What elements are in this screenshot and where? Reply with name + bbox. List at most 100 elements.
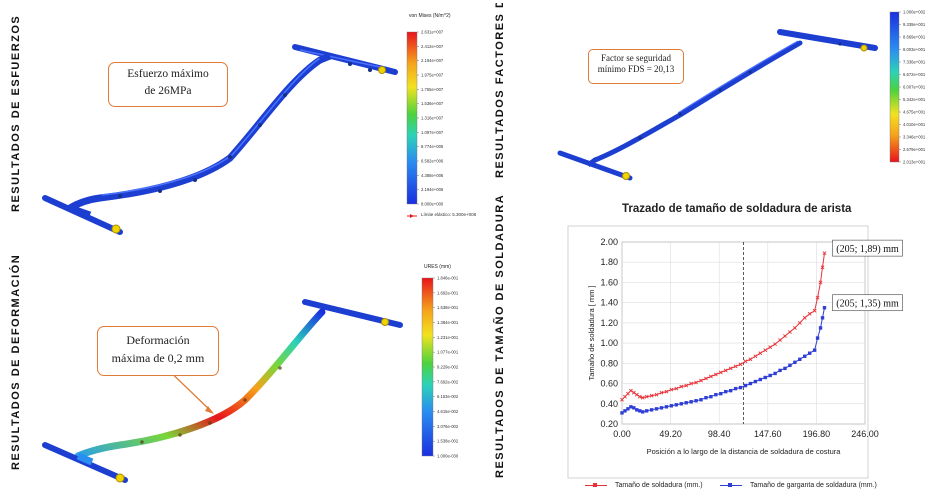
stress-yield-label: Límite elástico: 5.300e+008 — [421, 212, 477, 217]
annotation-top-box — [832, 239, 903, 257]
deform-callout-line1: Deformación — [126, 333, 190, 347]
series-1-point — [674, 403, 679, 407]
legend-red-label: Tamaño de soldadura (mm.) — [615, 482, 703, 489]
annotation-bottom-box — [832, 294, 903, 312]
series-1-point — [649, 408, 654, 412]
legend-throat-size: Tamaño de garganta de soldadura (mm.) — [720, 482, 877, 489]
deform-callout-line2: máxima de 0,2 mm — [111, 351, 205, 365]
series-1-point — [629, 405, 633, 409]
y-tick-label: 1.20 — [600, 318, 618, 328]
series-1-point — [748, 381, 753, 386]
series-0-point — [634, 392, 639, 397]
series-0-point — [713, 372, 718, 377]
series-0-point — [664, 389, 669, 394]
fos-colorbar-tick-label: 4.675e+001 — [903, 110, 926, 115]
stress-colorbar-tick-label: 6.582e+006 — [421, 159, 444, 164]
stress-legend-title: von Mises (N/m^2) — [409, 13, 451, 19]
series-0-point — [733, 364, 738, 369]
series-1-point — [758, 377, 762, 382]
series-1-point — [822, 306, 827, 310]
series-0-point — [812, 308, 817, 313]
series-1-point — [623, 409, 627, 413]
fos-colorbar-tick-label: 6.007e+001 — [903, 85, 926, 90]
series-1-point — [753, 379, 758, 384]
series-0-point — [723, 368, 728, 373]
annotation-bottom: (205; 1,35) mm — [836, 299, 899, 310]
series-0-point — [699, 378, 703, 383]
stress-beam — [42, 44, 398, 235]
series-1-point — [778, 368, 782, 373]
series-0-point — [679, 384, 684, 389]
stress-colorbar-tick-label: 2.631e+007 — [421, 30, 444, 35]
series-1-point — [743, 383, 748, 388]
series-1-point — [719, 391, 723, 396]
x-tick-label: 49.20 — [659, 429, 682, 439]
series-0-point — [684, 383, 689, 388]
fos-colorbar-tick-label: 3.346e+001 — [903, 135, 926, 140]
fos-colorbar-tick-label: 8.669e+001 — [903, 35, 926, 40]
series-1-point — [763, 375, 767, 380]
deform-colorbar-tick-label: 1.538e-001 — [437, 305, 459, 310]
series-0-point — [649, 393, 654, 398]
series-0-point — [689, 381, 694, 386]
stress-callout: Esfuerzo máximo de 26MPa — [108, 62, 228, 107]
series-1-point — [818, 326, 823, 330]
annotation-top: (205; 1,89) mm — [836, 244, 899, 255]
deform-colorbar-tick-label: 7.692e-002 — [437, 379, 459, 384]
y-tick-label: 1.40 — [600, 298, 618, 308]
fos-colorbar-tick-label: 4.010e+001 — [903, 122, 926, 127]
fos-colorbar-tick-label: 7.336e+001 — [903, 60, 926, 65]
series-0-point — [644, 394, 649, 399]
series-0-point — [773, 342, 778, 347]
fos-colorbar: 1.000e+002 9.339e+001 8.669e+001 8.003e+001… — [889, 10, 926, 165]
x-tick-label: 147.60 — [754, 429, 782, 439]
legend-red-swatch — [585, 483, 607, 487]
series-0-point — [637, 394, 642, 399]
series-0-point — [748, 357, 753, 362]
series-1-point — [644, 409, 649, 413]
series-1-point — [641, 410, 645, 414]
stress-colorbar-tick-label: 4.388e+006 — [421, 173, 444, 178]
series-1-point — [783, 366, 787, 371]
fos-colorbar-tick-label: 1.000e+002 — [903, 10, 926, 15]
deform-colorbar-tick-label: 6.153e-002 — [437, 394, 459, 399]
series-0-point — [674, 386, 679, 391]
label-factores: RESULTADOS FACTORES DE SEGURIDAD MINIMO — [494, 3, 506, 178]
y-tick-label: 2.00 — [600, 237, 618, 247]
y-tick-label: 1.60 — [600, 277, 618, 287]
series-0-point — [758, 351, 763, 356]
series-1-point — [807, 351, 812, 355]
series-1-point — [788, 363, 792, 368]
series-0-point — [659, 390, 664, 395]
stress-colorbar-tick-label: 1.097e+007 — [421, 130, 444, 135]
deform-colorbar-tick-label: 3.076e-002 — [437, 424, 459, 429]
series-1-point — [689, 400, 693, 404]
y-tick-label: 1.80 — [600, 257, 618, 267]
deform-colorbar-tick-label: 1.538e-002 — [437, 439, 459, 444]
series-0-point — [654, 392, 659, 397]
label-tamano-soldadura: RESULTADOS DE TAMAÑO DE SOLDADURA — [494, 193, 506, 478]
fos-callout-line1: Factor se seguridad — [601, 53, 671, 63]
series-1-point — [724, 389, 728, 394]
series-1-point — [803, 354, 807, 358]
stress-colorbar-tick-label: 8.000e+000 — [421, 202, 444, 207]
series-0-point — [640, 395, 645, 400]
weld-size-chart: 0.20 0.40 0.60 0.80 1.00 1.20 1.40 1.60 1.80 2.00… — [567, 225, 903, 479]
series-0-point — [783, 334, 787, 338]
fos-colorbar-tick-label: 2.679e+001 — [903, 147, 926, 152]
series-0-point — [623, 394, 627, 399]
deform-colorbar-tick-label: 1.231e-001 — [437, 335, 459, 340]
deform-beam — [42, 299, 403, 483]
series-1-point — [733, 386, 738, 391]
label-deformacion: RESULTADOS DE DEFORMACIÓN — [10, 253, 22, 470]
stress-callout-line2: de 26MPa — [144, 85, 192, 97]
deform-colorbar: 1.846e-001 1.692e-001 1.538e-001 1.384e-001… — [421, 276, 459, 459]
series-1-point — [626, 407, 630, 411]
x-tick-label: 98.40 — [708, 429, 731, 439]
series-1-point — [793, 360, 797, 365]
series-0-point — [807, 311, 812, 316]
deform-legend-title: URES (mm) — [424, 264, 451, 270]
series-0-point — [631, 390, 636, 395]
series-1-point — [669, 404, 674, 408]
series-1-point — [815, 336, 820, 340]
